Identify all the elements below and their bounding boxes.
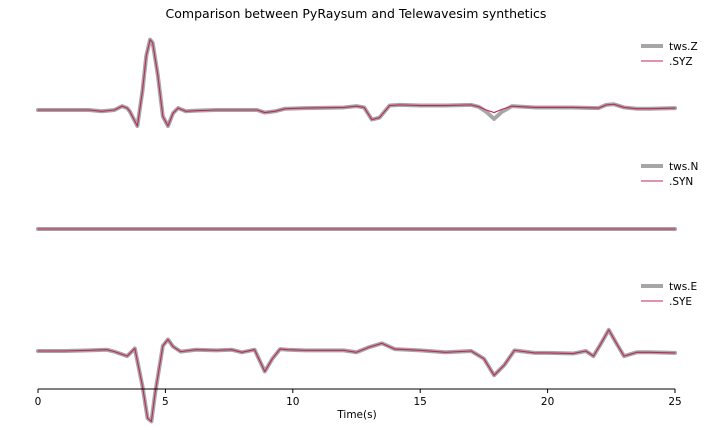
x-tick-label: 10: [286, 396, 299, 408]
x-tick-label: 25: [668, 396, 681, 408]
panel-2: tws.N .SYN: [36, 161, 698, 231]
panel-3: tws.E .SYE: [36, 281, 697, 424]
panels-group: tws.Z .SYZ tws.N .SYN tws.E .SYE: [36, 37, 698, 424]
legend-label-twsn: tws.N: [669, 161, 698, 173]
legend-label-syn: .SYN: [669, 176, 693, 188]
x-axis-label: Time(s): [336, 409, 376, 421]
series-line-twsz: [36, 37, 677, 128]
x-tick-label: 5: [162, 396, 169, 408]
series-line-syz: [37, 39, 676, 127]
series-line-sye: [37, 329, 676, 422]
chart-title: Comparison between PyRaysum and Telewave…: [166, 6, 547, 21]
legend-label-twse: tws.E: [669, 281, 697, 293]
x-tick-label: 0: [35, 396, 42, 408]
legend-label-syz: .SYZ: [669, 56, 693, 68]
legend-label-sye: .SYE: [669, 296, 692, 308]
x-tick-label: 20: [541, 396, 554, 408]
panel-1: tws.Z .SYZ: [36, 37, 698, 128]
x-axis: 0 5 10 15 20 25: [35, 388, 682, 408]
x-tick-label: 15: [414, 396, 427, 408]
legend-label-twsz: tws.Z: [669, 41, 698, 53]
series-line-twse: [36, 327, 677, 424]
